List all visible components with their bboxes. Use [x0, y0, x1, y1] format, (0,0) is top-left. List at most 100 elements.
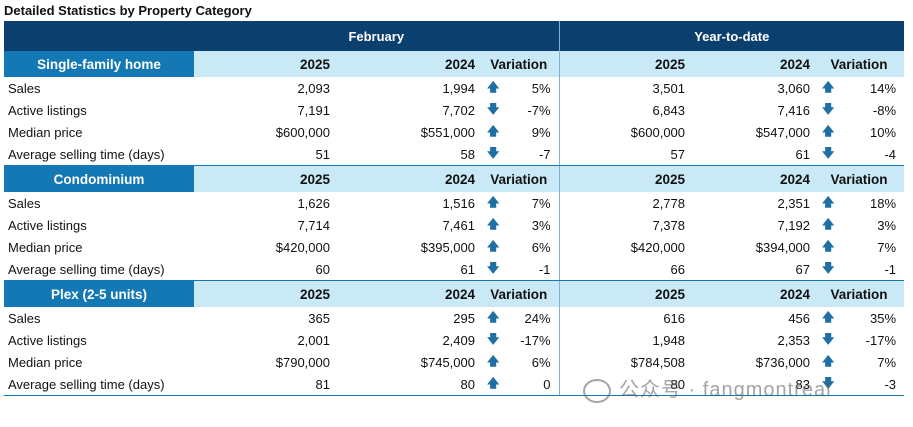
arrow-down-icon: 🡇 [822, 331, 835, 346]
arrow-down-icon: 🡇 [822, 260, 835, 275]
ytd-2025-value: 7,378 [558, 214, 690, 236]
row-label: Median price [8, 239, 83, 255]
feb-variation-value: -7 [507, 143, 560, 166]
feb-2025-value: 2,093 [297, 80, 330, 96]
feb-2025-value: 365 [308, 310, 330, 326]
ytd-variation-value: -3 [842, 373, 905, 396]
feb-2024-value: $551,000 [420, 124, 475, 140]
feb-2024-value: 80 [334, 373, 479, 396]
table-row: Active listings 2,001 2,409 🡇 -17% 1,948 2,353… [4, 329, 904, 351]
arrow-up-icon: 🡅 [487, 353, 500, 368]
feb-2025-value: 2,001 [297, 332, 330, 348]
ytd-variation-value: -4 [842, 143, 905, 166]
header-blank [4, 21, 194, 51]
ytd-2024-value: 7,416 [777, 102, 811, 118]
ytd-2024-value: 3,060 [777, 80, 811, 96]
col-feb-variation: Variation [479, 165, 560, 192]
ytd-2025-value: $784,508 [558, 351, 690, 373]
col-ytd-2024: 2024 [689, 165, 815, 192]
feb-2024-value: 1,516 [442, 195, 475, 211]
feb-2025-value: $790,000 [275, 354, 330, 370]
feb-variation-value: 7% [531, 195, 551, 211]
table-row: Active listings 7,191 7,702 🡇 -7% 6,843 7,416 🡇… [4, 99, 904, 121]
feb-2025-value: 60 [194, 258, 334, 281]
watermark: 公众号 · fangmontreal [583, 373, 832, 403]
arrow-up-icon: 🡅 [822, 194, 835, 209]
arrow-up-icon: 🡅 [822, 238, 835, 253]
feb-2025-value: 1,626 [297, 195, 330, 211]
feb-variation-value: 9% [531, 124, 551, 140]
col-feb-2025: 2025 [194, 165, 334, 192]
ytd-variation-value: -8% [872, 102, 897, 118]
ytd-variation-value: 7% [877, 239, 897, 255]
arrow-down-icon: 🡇 [487, 145, 500, 160]
feb-variation-value: 6% [531, 239, 551, 255]
col-feb-2024: 2024 [334, 280, 479, 307]
table-row: Sales 365 295 🡅 24% 616 456 🡅 35% [4, 307, 904, 329]
feb-2024-value: 7,702 [442, 102, 475, 118]
arrow-down-icon: 🡇 [822, 375, 835, 390]
ytd-2025-value: 66 [558, 258, 690, 281]
ytd-2024-value: 67 [689, 258, 815, 281]
col-feb-variation: Variation [479, 51, 560, 77]
table-row: Sales 1,626 1,516 🡅 7% 2,778 2,351 🡅 18% [4, 192, 904, 214]
arrow-down-icon: 🡇 [487, 260, 500, 275]
feb-2025-value: $420,000 [275, 239, 330, 255]
feb-variation-value: 6% [531, 354, 551, 370]
table-row: Sales 2,093 1,994 🡅 5% 3,501 3,060 🡅 14% [4, 77, 904, 99]
table-row: Average selling time (days) 60 61 🡇 -1 66 67 🡇 -… [4, 258, 905, 281]
ytd-2024-value: 456 [788, 310, 811, 326]
arrow-up-icon: 🡅 [487, 216, 500, 231]
row-label: Sales [8, 80, 41, 96]
ytd-2025-value: 616 [558, 307, 690, 329]
arrow-down-icon: 🡇 [487, 101, 500, 116]
ytd-variation-value: 18% [870, 195, 897, 211]
col-ytd-2025: 2025 [558, 165, 690, 192]
feb-2024-value: $395,000 [420, 239, 475, 255]
ytd-variation-value: 3% [877, 217, 897, 233]
ytd-2024-value: $394,000 [755, 239, 811, 255]
feb-2024-value: 1,994 [442, 80, 475, 96]
feb-2025-value: 7,714 [297, 217, 330, 233]
ytd-2024-value: 2,353 [777, 332, 811, 348]
arrow-up-icon: 🡅 [487, 79, 500, 94]
statistics-table: February Year-to-date Single-family home 20… [4, 21, 905, 396]
table-row: Average selling time (days) 51 58 🡇 -7 57 61 🡇 -… [4, 143, 905, 166]
col-ytd-2024: 2024 [689, 51, 815, 77]
ytd-2025-value: $600,000 [558, 121, 690, 143]
feb-variation-value: -7% [527, 102, 551, 118]
feb-2024-value: 7,461 [442, 217, 475, 233]
arrow-up-icon: 🡅 [822, 123, 835, 138]
category-name: Condominium [4, 165, 194, 192]
page-title: Detailed Statistics by Property Category [4, 3, 252, 18]
table-row: Median price $420,000 $395,000 🡅 6% $420,000 $… [4, 236, 904, 258]
category-header-row: Single-family home 2025 2024 Variation 2025 2… [4, 51, 905, 77]
ytd-2024-value: 61 [689, 143, 815, 166]
ytd-2025-value: 3,501 [558, 77, 690, 99]
arrow-down-icon: 🡇 [487, 331, 500, 346]
col-ytd-2024: 2024 [689, 280, 815, 307]
ytd-variation-value: 7% [877, 354, 897, 370]
arrow-up-icon: 🡅 [487, 194, 500, 209]
ytd-variation-value: 35% [870, 310, 897, 326]
feb-2024-value: $745,000 [420, 354, 475, 370]
ytd-variation-value: -17% [865, 332, 897, 348]
category-name: Single-family home [4, 51, 194, 77]
table-row: Average selling time (days) 81 80 🡅 0 80 83 🡇 -3 [4, 373, 905, 396]
ytd-2025-value: $420,000 [558, 236, 690, 258]
col-ytd-variation: Variation [814, 51, 905, 77]
feb-2024-value: 2,409 [442, 332, 475, 348]
ytd-2025-value: 2,778 [558, 192, 690, 214]
feb-variation-value: 0 [507, 373, 560, 396]
ytd-2024-value: 83 [689, 373, 815, 396]
ytd-variation-value: -1 [842, 258, 905, 281]
arrow-up-icon: 🡅 [487, 123, 500, 138]
row-label: Active listings [8, 217, 87, 233]
ytd-2025-value: 1,948 [558, 329, 690, 351]
col-feb-2025: 2025 [194, 280, 334, 307]
row-label: Active listings [8, 332, 87, 348]
feb-2025-value: 7,191 [297, 102, 330, 118]
row-label: Sales [8, 195, 41, 211]
feb-variation-value: -1 [507, 258, 560, 281]
period-header-row: February Year-to-date [4, 21, 905, 51]
